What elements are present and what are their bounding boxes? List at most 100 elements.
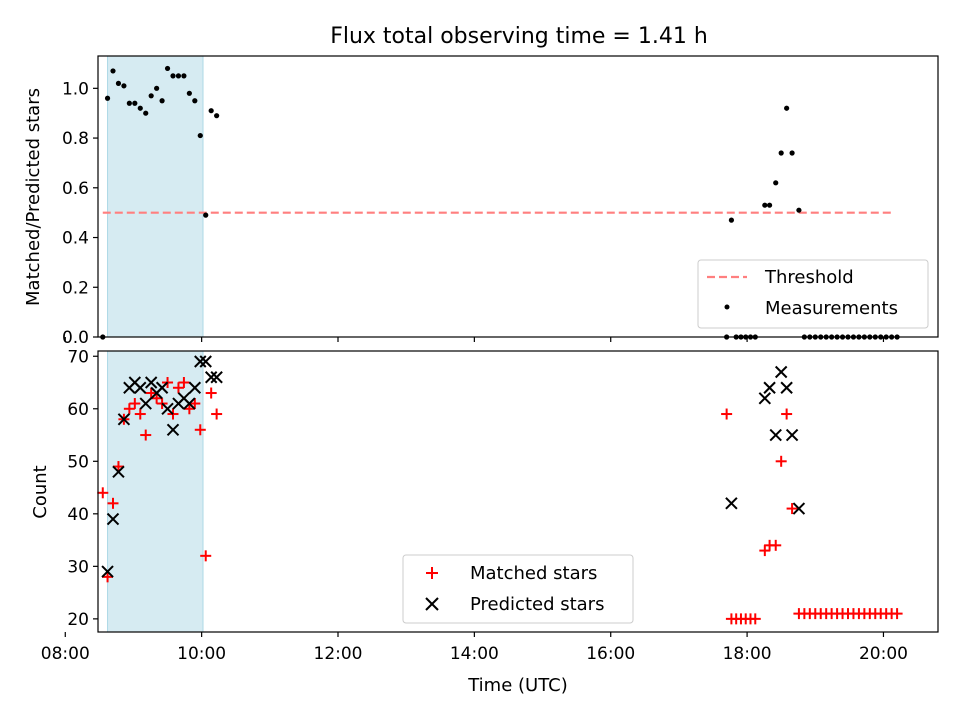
matched-star-point xyxy=(759,545,771,557)
measurement-point xyxy=(154,85,160,91)
predicted-star-point xyxy=(725,497,738,510)
measurement-point xyxy=(796,207,802,213)
matched-star-point xyxy=(891,608,903,620)
matched-star-point xyxy=(781,408,793,420)
measurement-point xyxy=(175,73,182,79)
threshold-legend-label: Threshold xyxy=(764,267,854,288)
predicted-star-point xyxy=(155,381,169,394)
matched-star-point xyxy=(721,408,733,420)
predicted-star-point xyxy=(774,365,788,379)
predicted-star-point xyxy=(166,423,180,436)
matched-star-point xyxy=(189,398,201,410)
predicted-legend-swatch xyxy=(425,597,439,611)
measurement-point xyxy=(170,73,176,79)
predicted-star-point xyxy=(161,402,174,415)
measurement-point xyxy=(159,98,165,104)
x-tick-label: 18:00 xyxy=(723,644,772,664)
predicted-star-point xyxy=(101,565,114,578)
bottom-y-tick-label: 60 xyxy=(67,400,89,420)
matched-stars-points xyxy=(97,377,903,625)
measurement-point xyxy=(104,95,111,101)
measurement-point xyxy=(773,180,779,186)
top-shade-layer xyxy=(107,55,204,338)
bottom-y-axis-label: Count xyxy=(30,465,51,518)
matched-star-point xyxy=(151,392,163,404)
matched-star-point xyxy=(107,497,119,509)
top-y-ticks: 0.0 0.2 0.4 0.6 0.8 1.0 xyxy=(62,79,98,348)
predicted-stars-points xyxy=(101,355,806,578)
matched-star-point xyxy=(123,403,135,415)
matched-star-point xyxy=(770,539,782,551)
bottom-legend: Matched stars Predicted stars xyxy=(402,554,634,624)
chart-title: Flux total observing time = 1.41 h xyxy=(330,24,708,49)
bottom-y-tick-label: 30 xyxy=(67,557,89,577)
bottom-y-tick-label: 20 xyxy=(67,610,89,630)
top-y-tick-label: 0.0 xyxy=(62,328,89,348)
predicted-star-point xyxy=(769,428,782,442)
measurement-point xyxy=(784,105,790,111)
matched-star-point xyxy=(134,408,146,420)
predicted-star-point xyxy=(763,381,776,394)
predicted-star-point xyxy=(792,502,806,515)
measurement-point xyxy=(137,105,143,111)
matched-star-point xyxy=(775,455,787,467)
predicted-star-point xyxy=(134,381,147,394)
measurements-legend-label: Measurements xyxy=(765,298,898,319)
measurement-point xyxy=(762,202,768,208)
matched-star-point xyxy=(112,461,124,473)
predicted-star-point xyxy=(780,381,793,394)
measurement-point xyxy=(181,73,187,79)
measurement-point xyxy=(789,150,795,156)
predicted-star-point xyxy=(139,397,152,410)
measurement-point xyxy=(197,132,203,139)
top-y-tick-label: 1.0 xyxy=(62,79,89,99)
bottom-y-tick-label: 40 xyxy=(67,505,89,525)
x-tick-label: 08:00 xyxy=(41,644,90,664)
matched-star-point xyxy=(178,377,190,389)
top-y-axis-label: Matched/Predicted stars xyxy=(23,88,44,306)
measurement-point xyxy=(186,90,192,96)
bottom-x-ticks: 08:00 10:00 12:00 14:00 16:00 18:00 20:00 xyxy=(41,632,908,664)
bottom-plot-frame xyxy=(97,350,939,633)
measurement-point xyxy=(214,113,220,119)
predicted-legend-label: Predicted stars xyxy=(470,594,604,615)
top-x-ticks xyxy=(64,337,885,342)
measurement-point xyxy=(192,98,198,104)
predicted-star-point xyxy=(183,397,196,410)
measurement-point xyxy=(126,100,132,106)
measurement-point xyxy=(148,93,154,99)
top-y-tick-label: 0.8 xyxy=(62,129,89,149)
matched-star-point xyxy=(205,387,217,399)
bottom-y-tick-label: 70 xyxy=(67,347,89,367)
matched-star-point xyxy=(172,382,184,394)
predicted-star-point xyxy=(199,355,212,368)
x-tick-label: 16:00 xyxy=(586,644,635,664)
measurement-point xyxy=(115,80,122,86)
top-plot-frame xyxy=(97,55,939,338)
measurement-points xyxy=(100,65,900,340)
matched-star-point xyxy=(140,429,152,441)
bottom-panel: 20 30 40 50 60 70 08:00 10:00 12:00 14:00 16:00 18… xyxy=(30,347,939,696)
top-y-tick-label: 0.4 xyxy=(62,229,89,249)
measurement-point xyxy=(203,212,209,218)
x-tick-label: 10:00 xyxy=(177,644,226,664)
predicted-star-point xyxy=(106,512,120,526)
bottom-y-tick-label: 50 xyxy=(67,452,89,472)
matched-star-point xyxy=(211,408,223,420)
matched-star-point xyxy=(102,571,114,583)
predicted-star-point xyxy=(112,465,125,479)
x-tick-label: 14:00 xyxy=(450,644,499,664)
measurement-point xyxy=(766,202,773,208)
predicted-star-point xyxy=(188,381,202,394)
matched-legend-label: Matched stars xyxy=(470,563,597,584)
predicted-star-point xyxy=(194,355,207,368)
matched-star-point xyxy=(97,487,109,499)
top-panel: 0.0 0.2 0.4 0.6 0.8 1.0 Matched/Predicted sta… xyxy=(23,55,939,348)
matched-star-point xyxy=(200,550,212,562)
bottom-y-ticks: 20 30 40 50 60 70 xyxy=(67,347,98,630)
matched-star-point xyxy=(749,613,761,625)
matched-star-point xyxy=(194,424,206,436)
predicted-star-point xyxy=(785,428,799,442)
predicted-star-point xyxy=(210,371,223,384)
